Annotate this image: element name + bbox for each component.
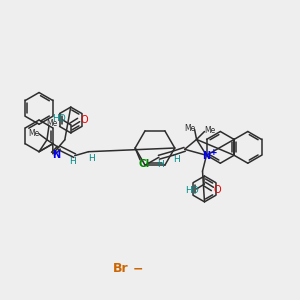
Text: H: H [88, 154, 95, 163]
Text: Br: Br [112, 262, 128, 275]
Text: HO: HO [185, 186, 199, 195]
Text: O: O [214, 185, 221, 195]
Text: Me: Me [46, 119, 58, 128]
Text: Me: Me [28, 129, 40, 138]
Text: H: H [158, 160, 164, 169]
Text: Cl: Cl [138, 159, 150, 169]
Text: N: N [202, 151, 211, 161]
Text: +: + [210, 148, 217, 157]
Text: Me: Me [204, 126, 215, 135]
Text: Me: Me [184, 124, 195, 133]
Text: H: H [173, 155, 180, 164]
Text: −: − [133, 262, 143, 275]
Text: O: O [81, 115, 88, 125]
Text: N: N [52, 150, 60, 160]
Text: H: H [69, 157, 76, 166]
Text: HO: HO [52, 113, 66, 122]
